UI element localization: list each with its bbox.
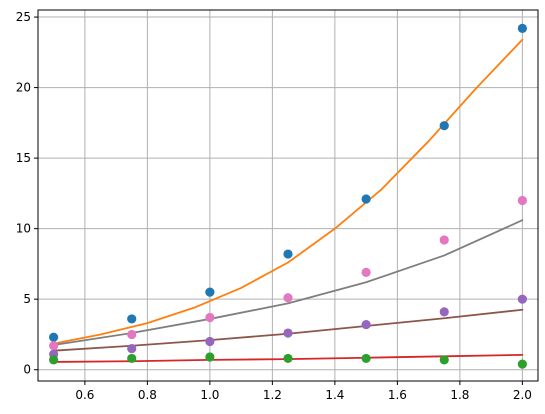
scatter-point-series-0 (205, 287, 215, 297)
scatter-point-series-2 (361, 319, 371, 330)
scatter-point-series-0 (127, 314, 137, 324)
y-tick-label: 10 (16, 222, 31, 236)
scatter-point-series-2 (127, 343, 137, 354)
y-axis: 0 5 10 15 20 25 (16, 10, 38, 377)
x-tick-label: 1.0 (200, 388, 219, 402)
scatter-series-group (49, 23, 527, 369)
x-tick-label: 2.0 (513, 388, 532, 402)
scatter-point-series-2 (205, 336, 215, 347)
scatter-point-series-3 (361, 353, 371, 364)
y-tick-label: 20 (16, 81, 31, 95)
grid-lines (38, 10, 538, 381)
plot-frame (37, 9, 539, 382)
y-tick-label: 0 (23, 363, 31, 377)
x-tick-label: 1.2 (263, 388, 282, 402)
y-tick-label: 5 (23, 292, 31, 306)
scatter-point-series-3 (283, 353, 293, 364)
scatter-point-series-1 (439, 235, 449, 245)
scatter-point-series-1 (361, 267, 371, 277)
x-tick-label: 1.4 (325, 388, 344, 402)
scatter-point-series-1 (49, 341, 59, 351)
scatter-point-series-3 (517, 359, 527, 369)
scatter-point-series-1 (205, 312, 215, 323)
x-tick-label: 1.6 (388, 388, 407, 402)
scatter-point-series-1 (283, 293, 293, 303)
scatter-point-series-2 (439, 307, 449, 317)
scatter-point-series-0 (517, 23, 527, 33)
scatter-point-series-0 (439, 121, 449, 131)
y-tick-label: 15 (16, 151, 31, 165)
line-series-1 (52, 219, 524, 346)
y-tick-label: 25 (16, 10, 31, 24)
x-tick-label: 0.8 (138, 388, 157, 402)
scatter-point-series-1 (517, 195, 527, 206)
x-tick-label: 1.8 (450, 388, 469, 402)
x-tick-label: 0.6 (75, 388, 94, 402)
scatter-point-series-0 (49, 332, 59, 342)
scatter-point-series-2 (517, 294, 527, 304)
scatter-point-series-0 (283, 249, 293, 259)
scatter-point-series-0 (361, 194, 371, 204)
scatter-point-series-3 (205, 352, 215, 362)
scatter-point-series-2 (283, 328, 293, 338)
scatter-point-series-1 (127, 329, 137, 340)
scatter-point-series-3 (439, 355, 449, 365)
x-axis: 0.6 0.8 1.0 1.2 1.4 1.6 1.8 2.0 (75, 381, 532, 402)
scatter-point-series-3 (49, 355, 59, 365)
scatter-point-series-3 (127, 353, 137, 364)
